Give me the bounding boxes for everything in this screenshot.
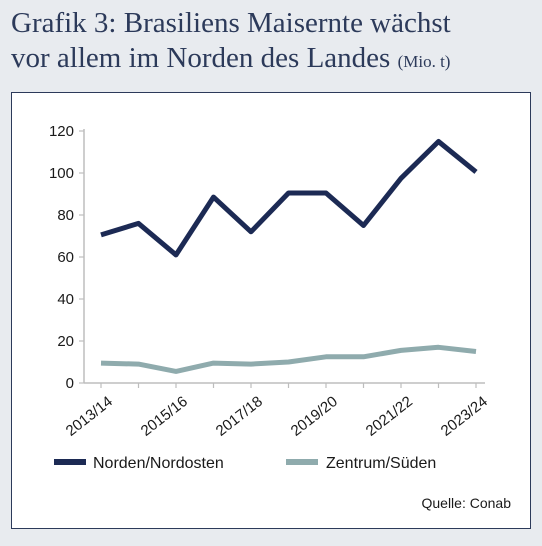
y-tick-label: 20 [57, 333, 74, 350]
series-lines [100, 139, 478, 374]
y-tick-label: 80 [57, 207, 74, 224]
legend: Norden/Nordosten Zentrum/Süden [54, 455, 436, 472]
source-note: Quelle: Conab [421, 495, 511, 511]
x-tick-label: 2023/24 [438, 393, 491, 440]
title-unit: (Mio. t) [397, 52, 451, 71]
x-axis: 2013/14 2015/16 2017/18 2019/20 2021/22 2023/… [63, 382, 491, 440]
legend-label-north: Norden/Nordosten [93, 455, 224, 472]
x-tick-label: 2013/14 [63, 393, 116, 440]
y-tick-label: 0 [66, 375, 74, 392]
x-tick-label: 2015/16 [138, 393, 191, 440]
title-line-2: vor allem im Norden des Landes [11, 42, 391, 74]
x-tick-label: 2017/18 [213, 393, 266, 440]
series-line-north [100, 139, 478, 258]
y-axis: 0 20 40 60 80 100 120 [49, 123, 85, 392]
y-tick-label: 40 [57, 291, 74, 308]
x-tick-label: 2021/22 [363, 393, 416, 440]
y-tick-label: 120 [49, 123, 74, 140]
y-tick-label: 60 [57, 249, 74, 266]
legend-label-south: Zentrum/Süden [326, 455, 436, 472]
x-tick-label: 2019/20 [288, 393, 341, 440]
chart-panel [11, 92, 531, 529]
chart-title: Grafik 3: Brasiliens Maisernte wächst vo… [11, 6, 536, 79]
y-tick-label: 100 [49, 165, 74, 182]
series-line-south [100, 344, 477, 374]
title-line-1: Grafik 3: Brasiliens Maisernte wächst [11, 7, 451, 39]
